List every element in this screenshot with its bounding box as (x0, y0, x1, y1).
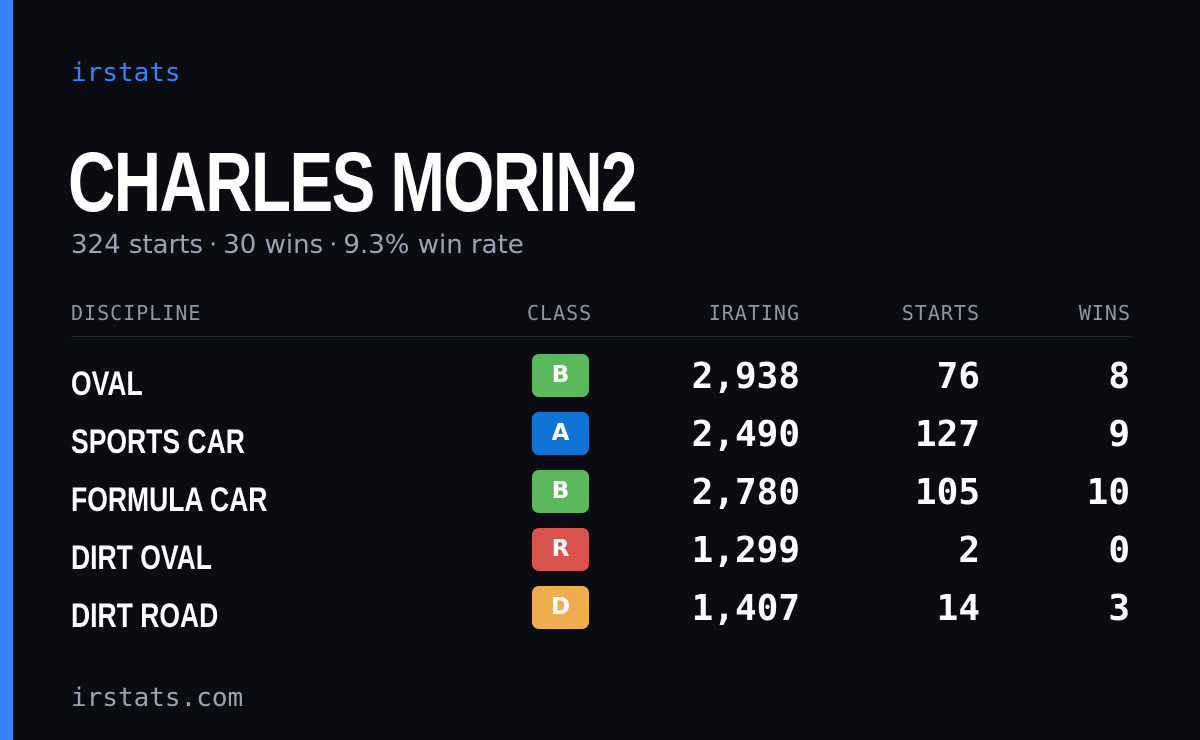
discipline-name: DIRT OVAL (71, 539, 212, 577)
wins-value: 10 (1086, 472, 1130, 513)
discipline-name: OVAL (71, 365, 143, 403)
table-row: FORMULA CAR B 2,780 105 10 (71, 468, 1131, 526)
license-class-badge: R (532, 528, 589, 571)
license-class-badge: A (532, 412, 589, 455)
table-row: DIRT OVAL R 1,299 2 0 (71, 526, 1131, 584)
license-class-badge: B (532, 470, 589, 513)
summary-starts: 324 starts (71, 230, 203, 260)
header-class: CLASS (527, 301, 593, 325)
irating-value: 2,938 (691, 356, 800, 397)
wins-value: 3 (1108, 588, 1130, 629)
discipline-name: SPORTS CAR (71, 423, 245, 461)
starts-value: 2 (958, 530, 980, 571)
header-starts: STARTS (901, 301, 980, 325)
irating-value: 1,407 (691, 588, 800, 629)
header-wins: WINS (1078, 301, 1131, 325)
license-class-badge: D (532, 586, 589, 629)
summary-wins: 30 wins (223, 230, 324, 260)
starts-value: 127 (914, 414, 980, 455)
starts-value: 76 (936, 356, 980, 397)
header-discipline: DISCIPLINE (71, 301, 202, 325)
header-irating: IRATING (708, 301, 800, 325)
discipline-name: FORMULA CAR (71, 481, 268, 519)
wins-value: 9 (1108, 414, 1130, 455)
stats-table-body: OVAL B 2,938 76 8 SPORTS CAR A 2,490 127… (71, 352, 1131, 642)
stats-table-header: DISCIPLINE CLASS IRATING STARTS WINS (71, 298, 1131, 337)
starts-value: 105 (914, 472, 980, 513)
summary-win-rate: 9.3% win rate (343, 230, 524, 260)
summary-separator: · (209, 230, 218, 260)
table-row: DIRT ROAD D 1,407 14 3 (71, 584, 1131, 642)
brand-logo-text[interactable]: irstats (71, 58, 181, 88)
table-row: OVAL B 2,938 76 8 (71, 352, 1131, 410)
starts-value: 14 (936, 588, 980, 629)
footer-site-link[interactable]: irstats.com (71, 683, 244, 713)
player-summary: 324 starts · 30 wins · 9.3% win rate (71, 228, 524, 262)
table-row: SPORTS CAR A 2,490 127 9 (71, 410, 1131, 468)
irating-value: 2,780 (691, 472, 800, 513)
license-class-badge: B (532, 354, 589, 397)
irating-value: 1,299 (691, 530, 800, 571)
summary-separator: · (329, 230, 338, 260)
accent-bar (0, 0, 13, 740)
wins-value: 8 (1108, 356, 1130, 397)
wins-value: 0 (1108, 530, 1130, 571)
discipline-name: DIRT ROAD (71, 597, 219, 635)
irating-value: 2,490 (691, 414, 800, 455)
player-name: CHARLES MORIN2 (68, 135, 637, 229)
